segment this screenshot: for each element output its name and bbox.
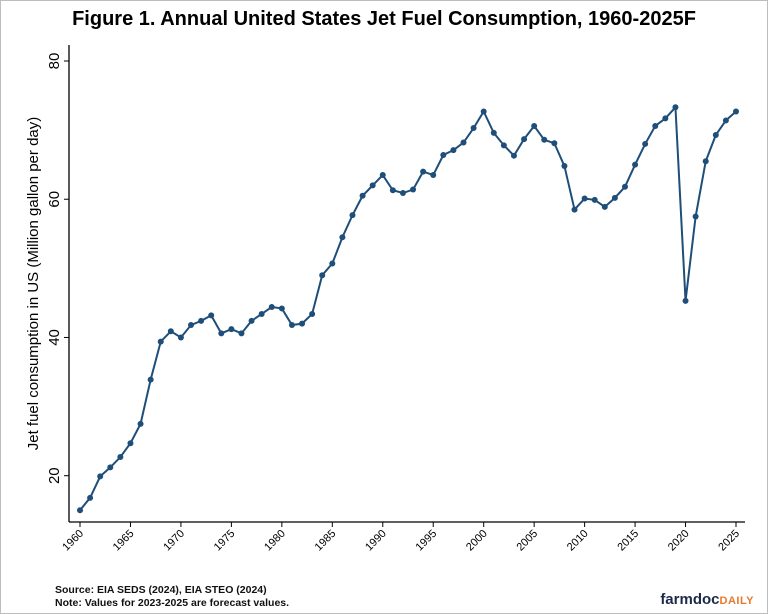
- y-axis-label: Jet fuel consumption in US (Million gall…: [25, 117, 42, 451]
- data-point-1965: [127, 440, 134, 447]
- x-tick-label: 2015: [615, 528, 641, 554]
- data-point-2003: [510, 152, 517, 159]
- data-point-1972: [198, 317, 205, 324]
- y-tick-label: 20: [46, 467, 63, 484]
- data-point-2015: [632, 161, 639, 168]
- data-point-1999: [470, 125, 477, 132]
- data-point-1977: [248, 317, 255, 324]
- data-point-2024: [722, 117, 729, 124]
- data-point-1976: [238, 330, 245, 337]
- x-tick-label: 2025: [716, 528, 742, 554]
- data-point-2009: [571, 206, 578, 213]
- data-point-1978: [258, 310, 265, 317]
- x-tick-label: 1995: [414, 528, 440, 554]
- logo-main: farmdoc: [660, 591, 720, 608]
- x-tick-label: 2005: [514, 528, 540, 554]
- data-point-1969: [167, 328, 174, 335]
- data-point-2010: [581, 195, 588, 202]
- data-point-1979: [268, 304, 275, 311]
- x-tick-label: 1975: [212, 528, 238, 554]
- data-point-2005: [531, 122, 538, 129]
- data-point-1983: [309, 310, 316, 317]
- data-point-1988: [359, 192, 366, 199]
- data-point-2018: [662, 115, 669, 122]
- y-tick-label: 60: [46, 191, 63, 208]
- x-tick-label: 1985: [313, 528, 339, 554]
- data-point-2019: [672, 104, 679, 111]
- data-point-1987: [349, 212, 356, 219]
- data-point-2004: [521, 136, 528, 143]
- data-point-2025: [733, 108, 739, 115]
- data-point-2020: [682, 297, 689, 304]
- data-point-1973: [208, 312, 215, 319]
- data-point-2001: [490, 129, 497, 136]
- data-point-1982: [299, 320, 306, 327]
- x-tick-label: 2000: [464, 528, 490, 554]
- x-tick-label: 1970: [161, 528, 187, 554]
- data-point-2002: [500, 142, 507, 149]
- data-point-2000: [480, 108, 487, 115]
- data-point-1964: [117, 454, 124, 461]
- data-point-2021: [692, 213, 699, 220]
- data-point-2011: [591, 196, 598, 203]
- data-point-2017: [652, 122, 659, 129]
- data-point-1960: [77, 507, 83, 514]
- data-point-1984: [319, 272, 326, 279]
- source-note: Source: EIA SEDS (2024), EIA STEO (2024): [55, 584, 267, 596]
- data-point-2023: [712, 131, 719, 138]
- data-point-1990: [379, 172, 386, 179]
- farmdoc-daily-logo: farmdocDAILY: [660, 591, 754, 608]
- data-point-1967: [147, 376, 154, 383]
- data-point-1986: [339, 234, 346, 241]
- data-point-1995: [430, 172, 437, 179]
- data-point-1961: [87, 494, 94, 501]
- data-point-1970: [177, 334, 184, 341]
- data-point-1992: [399, 190, 406, 197]
- data-point-1991: [389, 187, 396, 194]
- y-tick-label: 80: [46, 53, 63, 70]
- x-tick-label: 1980: [262, 528, 288, 554]
- data-point-1997: [450, 147, 457, 154]
- data-point-1966: [137, 420, 144, 427]
- data-point-1998: [460, 139, 467, 146]
- data-point-2006: [541, 136, 548, 143]
- data-point-2012: [601, 203, 608, 210]
- data-point-1980: [278, 305, 285, 312]
- forecast-note: Note: Values for 2023-2025 are forecast …: [55, 597, 290, 609]
- chart-title: Figure 1. Annual United States Jet Fuel …: [72, 8, 696, 30]
- x-tick-label: 2020: [666, 528, 692, 554]
- data-point-1996: [440, 151, 447, 158]
- data-point-1971: [188, 322, 195, 329]
- data-point-1968: [157, 338, 164, 345]
- data-point-2008: [561, 163, 568, 170]
- data-point-1985: [329, 260, 336, 267]
- data-point-2014: [621, 183, 628, 190]
- data-point-1975: [228, 326, 235, 333]
- x-tick-label: 1990: [363, 528, 389, 554]
- data-point-1981: [288, 322, 295, 329]
- data-point-1963: [107, 464, 114, 471]
- data-point-2016: [642, 140, 649, 147]
- data-point-1993: [410, 186, 417, 193]
- data-point-2013: [611, 194, 618, 201]
- x-tick-label: 1965: [111, 528, 137, 554]
- data-point-1989: [369, 182, 376, 189]
- data-point-1974: [218, 330, 225, 337]
- y-tick-label: 40: [46, 329, 63, 346]
- logo-accent: DAILY: [719, 595, 754, 607]
- series-line: [79, 104, 737, 511]
- data-point-1994: [420, 168, 427, 175]
- x-tick-label: 1960: [60, 528, 86, 554]
- data-point-2022: [702, 158, 709, 165]
- data-point-2007: [551, 140, 558, 147]
- x-tick-label: 2010: [565, 528, 591, 554]
- data-point-1962: [97, 473, 104, 480]
